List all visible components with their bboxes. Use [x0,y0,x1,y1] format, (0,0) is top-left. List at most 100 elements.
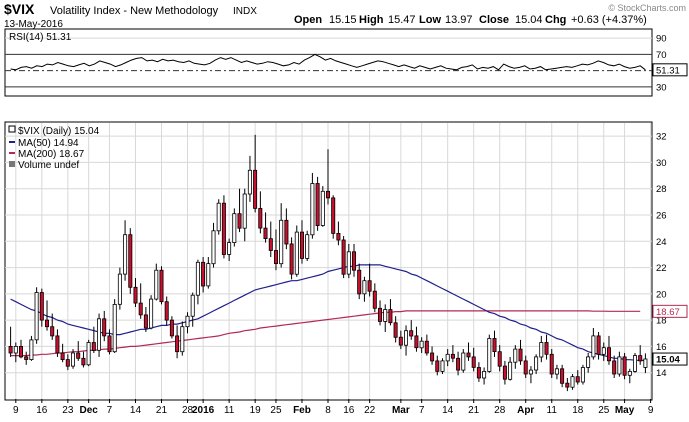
candle-down [409,330,414,337]
candle-up [627,370,632,376]
candle-down [424,340,429,354]
candle-down [133,286,138,304]
rsi-grid [5,37,652,88]
candle-down [284,219,289,245]
candle-up [310,183,315,236]
x-axis-label: 21 [156,405,168,416]
candle-down [456,357,461,371]
candle-up [13,345,18,354]
x-axis-label: 9 [648,405,654,416]
candle-down [55,335,60,354]
x-axis-label: 23 [62,405,74,416]
candle-up [227,242,232,255]
ma50-legend-label: MA(50) 14.94 [18,138,79,149]
x-axis-label: 25 [598,405,610,416]
candle-down [435,360,440,372]
candle-down [8,345,13,354]
x-axis-label: Dec [79,405,98,416]
candle-down [367,280,372,292]
candle-up [591,335,596,358]
price-tick-label: 14 [656,368,667,379]
price-tick-label: 30 [656,158,667,169]
price-tick-label: 28 [656,184,667,195]
price-tick-label: 22 [656,263,667,274]
candle-down [128,234,133,288]
candle-down [102,318,107,337]
x-axis-label: 25 [270,405,282,416]
x-axis-label: 21 [468,405,480,416]
x-axis-label: 28 [494,405,506,416]
price-tick-label: 32 [656,132,667,143]
index-name: Volatility Index - New Methodology [50,5,219,17]
candle-up [419,340,424,349]
candle-down [565,382,570,388]
candle-down [268,238,273,251]
candle-down [50,326,55,337]
candle-legend-icon [8,125,16,133]
price-legend: $VIX (Daily) 15.04 MA(50) 14.94 MA(200) … [8,125,100,171]
candle-down [622,356,627,376]
candle-up [232,213,237,243]
candle-up [154,269,159,300]
close-label: Close [479,14,509,26]
rsi-tick-label: 90 [656,34,667,45]
price-tick-label: 16 [656,342,667,353]
last-price-badge-box [652,352,688,366]
x-axis-label: 9 [13,405,19,416]
price-ticks: 14 16 18 20 22 24 26 28 30 32 [656,132,667,380]
candle-down [221,202,226,255]
rsi-tick-label: 30 [656,82,667,93]
candle-down [471,356,476,368]
price-tick-label: 26 [656,211,667,222]
x-axis-label: 8 [325,405,331,416]
candle-down [315,183,320,226]
candle-down [237,213,242,229]
price-legend-title: $VIX (Daily) 15.04 [18,126,100,137]
candle-up [601,347,606,355]
rsi-last-value-badge: 51.31 [652,63,688,77]
x-axis-label: 7 [419,405,425,416]
x-axis-label: 16 [36,405,48,416]
x-axis-label: 19 [250,405,262,416]
candle-down [24,356,29,360]
price-tick-label: 20 [656,289,667,300]
candle-down [341,239,346,275]
x-axis-label: May [615,405,635,416]
x-axis-label: 18 [572,405,584,416]
candle-down [336,232,341,241]
candle-up [461,352,466,371]
candle-up [539,342,544,358]
candle-down [492,338,497,353]
candle-down [372,290,377,309]
candle-up [643,358,648,368]
x-axis-label: Feb [293,405,311,416]
rsi-badge-text: 51.31 [656,65,680,76]
exchange-label: INDX [233,6,257,17]
candle-up [242,193,247,229]
candle-down [91,342,96,351]
chg-label: Chg [545,14,566,26]
rsi-panel: 90705030 51.31 RSI(14) 51.31 [4,28,688,97]
candle-down [398,336,403,346]
volume-legend-label: Volume undef [18,160,79,171]
candle-down [169,319,174,337]
candle-down [201,261,206,287]
candle-down [393,322,398,338]
candles [8,134,648,392]
candle-up [580,367,585,383]
x-axis-label: 16 [343,405,355,416]
price-tick-label: 24 [656,237,667,248]
candle-down [107,335,112,353]
candle-down [65,359,70,367]
x-axis-label: 22 [364,405,376,416]
x-axis-label: 14 [130,405,142,416]
candle-down [351,251,356,271]
candle-up [508,361,513,380]
candle-down [518,348,523,362]
high-value: 15.47 [388,14,416,26]
candle-down [502,365,507,380]
candle-up [487,338,492,372]
candle-up [71,352,76,367]
candle-down [638,355,643,362]
